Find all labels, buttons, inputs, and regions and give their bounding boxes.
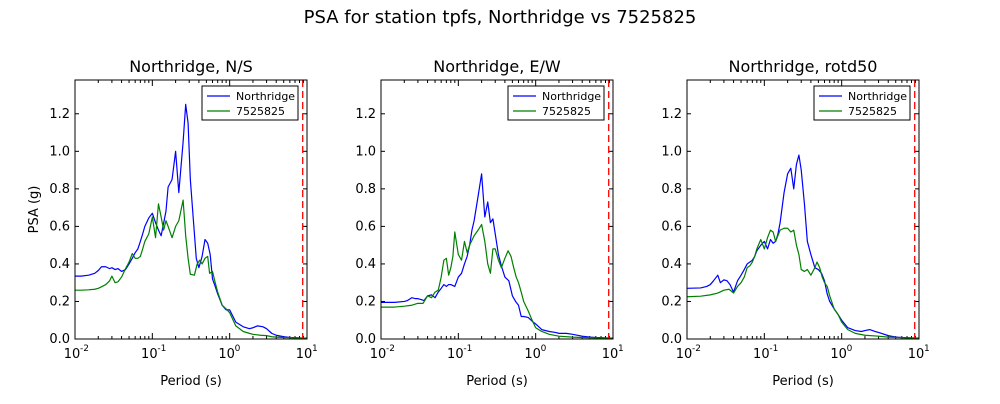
y-tick-label: 1.0 xyxy=(661,144,682,159)
y-tick-label: 0.0 xyxy=(355,332,376,347)
figure-title: PSA for station tpfs, Northridge vs 7525… xyxy=(304,7,697,28)
x-tick-exponent: 0 xyxy=(847,344,853,354)
series-line-northridge xyxy=(75,103,307,339)
legend: Northridge 7525825 xyxy=(201,85,299,121)
legend-label: Northridge xyxy=(542,90,601,103)
x-tick-label: 10 -2 xyxy=(64,344,89,362)
x-tick-label: 10 -1 xyxy=(447,344,472,362)
x-tick-base: 10 xyxy=(908,347,925,362)
y-tick-label: 0.8 xyxy=(49,182,70,197)
x-tick-exponent: -2 xyxy=(386,344,395,354)
x-tick-base: 10 xyxy=(830,347,847,362)
x-tick-label: 10 1 xyxy=(296,344,318,362)
x-tick-exponent: -2 xyxy=(692,344,701,354)
y-tick-label: 0.2 xyxy=(355,294,376,309)
legend: Northridge 7525825 xyxy=(507,85,605,121)
x-tick-exponent: 0 xyxy=(541,344,547,354)
x-tick-label: 10 0 xyxy=(524,344,546,362)
x-tick-exponent: -1 xyxy=(157,344,166,354)
x-tick-exponent: 1 xyxy=(312,344,318,354)
x-tick-label: 10 0 xyxy=(830,344,852,362)
legend-label: Northridge xyxy=(236,90,295,103)
y-tick-label: 0.0 xyxy=(661,332,682,347)
y-tick-label: 0.2 xyxy=(661,294,682,309)
y-tick-label: 0.4 xyxy=(49,257,70,272)
chart-panel-1: Northridge, N/S0.00.20.40.60.81.01.210 -2… xyxy=(27,57,318,389)
x-tick-base: 10 xyxy=(602,347,619,362)
x-tick-label: 10 0 xyxy=(218,344,240,362)
legend-box xyxy=(507,85,605,121)
y-tick-label: 0.0 xyxy=(49,332,70,347)
y-tick-label: 1.0 xyxy=(355,144,376,159)
legend-box xyxy=(201,85,299,121)
x-tick-exponent: 0 xyxy=(235,344,241,354)
axes-frame xyxy=(686,79,920,340)
y-tick-label: 0.4 xyxy=(355,257,376,272)
legend-label: 7525825 xyxy=(542,105,591,118)
plot-area xyxy=(381,80,613,339)
x-axis-label: Period (s) xyxy=(160,374,222,389)
y-tick-label: 0.6 xyxy=(661,219,682,234)
series-line-7525825 xyxy=(75,199,307,339)
chart-title: Northridge, N/S xyxy=(129,57,253,76)
plot-area xyxy=(687,80,919,339)
series-line-northridge xyxy=(687,154,919,339)
y-tick-label: 0.8 xyxy=(355,182,376,197)
x-tick-label: 10 1 xyxy=(908,344,930,362)
x-tick-label: 10 1 xyxy=(602,344,624,362)
x-tick-label: 10 -2 xyxy=(370,344,395,362)
y-tick-label: 0.6 xyxy=(355,219,376,234)
y-tick-label: 1.2 xyxy=(661,107,682,122)
legend: Northridge 7525825 xyxy=(813,85,911,121)
x-axis-label: Period (s) xyxy=(772,374,834,389)
x-tick-base: 10 xyxy=(447,347,464,362)
y-tick-label: 0.4 xyxy=(661,257,682,272)
legend-label: Northridge xyxy=(848,90,907,103)
axes-frame xyxy=(380,79,614,340)
y-tick-label: 1.0 xyxy=(49,144,70,159)
y-tick-label: 0.8 xyxy=(661,182,682,197)
y-tick-label: 0.6 xyxy=(49,219,70,234)
x-tick-base: 10 xyxy=(753,347,770,362)
x-tick-base: 10 xyxy=(64,347,81,362)
legend-label: 7525825 xyxy=(848,105,897,118)
chart-panel-2: Northridge, E/W0.00.20.40.60.81.01.210 -2… xyxy=(355,57,623,389)
chart-panel-3: Northridge, rotd50 0.0 0.2 0.4 0.6 0.8 1.0 1.2 1… xyxy=(661,57,929,389)
series-line-7525825 xyxy=(381,223,613,339)
x-tick-label: 10 -1 xyxy=(753,344,778,362)
x-tick-exponent: -1 xyxy=(463,344,472,354)
x-tick-base: 10 xyxy=(218,347,235,362)
legend-label: 7525825 xyxy=(236,105,285,118)
chart-title: Northridge, rotd50 xyxy=(729,57,878,76)
series-line-7525825 xyxy=(687,227,919,339)
x-tick-label: 10 -2 xyxy=(676,344,701,362)
x-tick-base: 10 xyxy=(524,347,541,362)
y-axis-label: PSA (g) xyxy=(27,186,42,234)
y-tick-label: 1.2 xyxy=(355,107,376,122)
x-tick-base: 10 xyxy=(676,347,693,362)
y-tick-label: 0.2 xyxy=(49,294,70,309)
plot-area xyxy=(75,80,307,339)
x-tick-exponent: 1 xyxy=(924,344,930,354)
y-tick-label: 1.2 xyxy=(49,107,70,122)
x-tick-base: 10 xyxy=(370,347,387,362)
axes-frame xyxy=(74,79,308,340)
x-tick-base: 10 xyxy=(141,347,158,362)
x-tick-exponent: -1 xyxy=(769,344,778,354)
x-tick-exponent: -2 xyxy=(80,344,89,354)
legend-box xyxy=(813,85,911,121)
x-tick-exponent: 1 xyxy=(618,344,624,354)
x-tick-base: 10 xyxy=(296,347,313,362)
x-axis-label: Period (s) xyxy=(466,374,528,389)
x-tick-label: 10 -1 xyxy=(141,344,166,362)
chart-title: Northridge, E/W xyxy=(433,57,561,76)
